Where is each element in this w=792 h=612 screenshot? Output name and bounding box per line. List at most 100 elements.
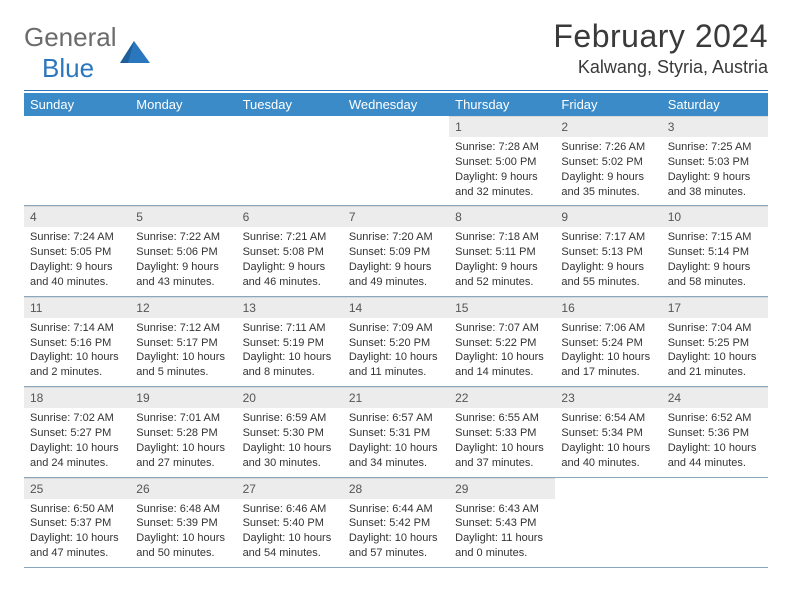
day-number: 5 bbox=[130, 206, 236, 227]
day-details: Sunrise: 7:11 AMSunset: 5:19 PMDaylight:… bbox=[237, 318, 343, 386]
day-number: 27 bbox=[237, 478, 343, 499]
day-details: Sunrise: 7:28 AMSunset: 5:00 PMDaylight:… bbox=[449, 137, 555, 205]
day-number: 24 bbox=[662, 387, 768, 408]
brand-blue: Blue bbox=[42, 53, 117, 84]
day-details: Sunrise: 6:52 AMSunset: 5:36 PMDaylight:… bbox=[662, 408, 768, 476]
day-details: Sunrise: 7:15 AMSunset: 5:14 PMDaylight:… bbox=[662, 227, 768, 295]
day-number: 20 bbox=[237, 387, 343, 408]
calendar-table: Sunday Monday Tuesday Wednesday Thursday… bbox=[24, 93, 768, 568]
calendar-cell: 16Sunrise: 7:06 AMSunset: 5:24 PMDayligh… bbox=[555, 296, 661, 386]
day-header: Sunday bbox=[24, 93, 130, 116]
day-number: 23 bbox=[555, 387, 661, 408]
day-details: Sunrise: 7:01 AMSunset: 5:28 PMDaylight:… bbox=[130, 408, 236, 476]
day-details: Sunrise: 7:12 AMSunset: 5:17 PMDaylight:… bbox=[130, 318, 236, 386]
calendar-row: 4Sunrise: 7:24 AMSunset: 5:05 PMDaylight… bbox=[24, 206, 768, 296]
day-number: 10 bbox=[662, 206, 768, 227]
day-details: Sunrise: 6:59 AMSunset: 5:30 PMDaylight:… bbox=[237, 408, 343, 476]
day-details: Sunrise: 6:44 AMSunset: 5:42 PMDaylight:… bbox=[343, 499, 449, 567]
calendar-cell: 23Sunrise: 6:54 AMSunset: 5:34 PMDayligh… bbox=[555, 387, 661, 477]
day-number: 18 bbox=[24, 387, 130, 408]
calendar-cell: .. bbox=[343, 116, 449, 206]
day-number: 17 bbox=[662, 297, 768, 318]
calendar-cell: 4Sunrise: 7:24 AMSunset: 5:05 PMDaylight… bbox=[24, 206, 130, 296]
calendar-cell: 1Sunrise: 7:28 AMSunset: 5:00 PMDaylight… bbox=[449, 116, 555, 206]
day-number: 15 bbox=[449, 297, 555, 318]
day-header: Monday bbox=[130, 93, 236, 116]
calendar-cell: 15Sunrise: 7:07 AMSunset: 5:22 PMDayligh… bbox=[449, 296, 555, 386]
day-number: 14 bbox=[343, 297, 449, 318]
day-number: 2 bbox=[555, 116, 661, 137]
day-details: Sunrise: 6:50 AMSunset: 5:37 PMDaylight:… bbox=[24, 499, 130, 567]
day-details: Sunrise: 7:24 AMSunset: 5:05 PMDaylight:… bbox=[24, 227, 130, 295]
day-number: 4 bbox=[24, 206, 130, 227]
calendar-cell: .. bbox=[130, 116, 236, 206]
day-number: 29 bbox=[449, 478, 555, 499]
day-number: 7 bbox=[343, 206, 449, 227]
day-header: Friday bbox=[555, 93, 661, 116]
day-number: 11 bbox=[24, 297, 130, 318]
day-details: Sunrise: 7:26 AMSunset: 5:02 PMDaylight:… bbox=[555, 137, 661, 205]
calendar-cell: 17Sunrise: 7:04 AMSunset: 5:25 PMDayligh… bbox=[662, 296, 768, 386]
day-number: 1 bbox=[449, 116, 555, 137]
calendar-cell: 3Sunrise: 7:25 AMSunset: 5:03 PMDaylight… bbox=[662, 116, 768, 206]
day-number: 21 bbox=[343, 387, 449, 408]
calendar-cell: 7Sunrise: 7:20 AMSunset: 5:09 PMDaylight… bbox=[343, 206, 449, 296]
calendar-row: 11Sunrise: 7:14 AMSunset: 5:16 PMDayligh… bbox=[24, 296, 768, 386]
day-number: 3 bbox=[662, 116, 768, 137]
day-number: 19 bbox=[130, 387, 236, 408]
calendar-cell: 27Sunrise: 6:46 AMSunset: 5:40 PMDayligh… bbox=[237, 477, 343, 567]
brand-general: General bbox=[24, 22, 117, 53]
calendar-cell: 18Sunrise: 7:02 AMSunset: 5:27 PMDayligh… bbox=[24, 387, 130, 477]
day-details: Sunrise: 7:04 AMSunset: 5:25 PMDaylight:… bbox=[662, 318, 768, 386]
calendar-cell: .. bbox=[555, 477, 661, 567]
day-details: Sunrise: 7:25 AMSunset: 5:03 PMDaylight:… bbox=[662, 137, 768, 205]
day-header: Saturday bbox=[662, 93, 768, 116]
calendar-cell: 2Sunrise: 7:26 AMSunset: 5:02 PMDaylight… bbox=[555, 116, 661, 206]
day-details: Sunrise: 6:46 AMSunset: 5:40 PMDaylight:… bbox=[237, 499, 343, 567]
calendar-cell: 26Sunrise: 6:48 AMSunset: 5:39 PMDayligh… bbox=[130, 477, 236, 567]
calendar-cell: 24Sunrise: 6:52 AMSunset: 5:36 PMDayligh… bbox=[662, 387, 768, 477]
day-details: Sunrise: 7:22 AMSunset: 5:06 PMDaylight:… bbox=[130, 227, 236, 295]
calendar-cell: 19Sunrise: 7:01 AMSunset: 5:28 PMDayligh… bbox=[130, 387, 236, 477]
day-number: 6 bbox=[237, 206, 343, 227]
calendar-row: 18Sunrise: 7:02 AMSunset: 5:27 PMDayligh… bbox=[24, 387, 768, 477]
calendar-cell: 22Sunrise: 6:55 AMSunset: 5:33 PMDayligh… bbox=[449, 387, 555, 477]
calendar-cell: 5Sunrise: 7:22 AMSunset: 5:06 PMDaylight… bbox=[130, 206, 236, 296]
calendar-cell: .. bbox=[237, 116, 343, 206]
day-details: Sunrise: 7:21 AMSunset: 5:08 PMDaylight:… bbox=[237, 227, 343, 295]
calendar-cell: 29Sunrise: 6:43 AMSunset: 5:43 PMDayligh… bbox=[449, 477, 555, 567]
day-details: Sunrise: 7:17 AMSunset: 5:13 PMDaylight:… bbox=[555, 227, 661, 295]
day-details: Sunrise: 7:14 AMSunset: 5:16 PMDaylight:… bbox=[24, 318, 130, 386]
calendar-cell: 21Sunrise: 6:57 AMSunset: 5:31 PMDayligh… bbox=[343, 387, 449, 477]
calendar-row: ........1Sunrise: 7:28 AMSunset: 5:00 PM… bbox=[24, 116, 768, 206]
calendar-cell: 8Sunrise: 7:18 AMSunset: 5:11 PMDaylight… bbox=[449, 206, 555, 296]
day-number: 22 bbox=[449, 387, 555, 408]
day-details: Sunrise: 7:06 AMSunset: 5:24 PMDaylight:… bbox=[555, 318, 661, 386]
calendar-row: 25Sunrise: 6:50 AMSunset: 5:37 PMDayligh… bbox=[24, 477, 768, 567]
calendar-cell: 20Sunrise: 6:59 AMSunset: 5:30 PMDayligh… bbox=[237, 387, 343, 477]
day-number: 26 bbox=[130, 478, 236, 499]
calendar-cell: 14Sunrise: 7:09 AMSunset: 5:20 PMDayligh… bbox=[343, 296, 449, 386]
day-details: Sunrise: 6:43 AMSunset: 5:43 PMDaylight:… bbox=[449, 499, 555, 567]
calendar-cell: 9Sunrise: 7:17 AMSunset: 5:13 PMDaylight… bbox=[555, 206, 661, 296]
day-number: 25 bbox=[24, 478, 130, 499]
day-number: 16 bbox=[555, 297, 661, 318]
day-number: 12 bbox=[130, 297, 236, 318]
day-number: 8 bbox=[449, 206, 555, 227]
day-number: 9 bbox=[555, 206, 661, 227]
day-details: Sunrise: 7:07 AMSunset: 5:22 PMDaylight:… bbox=[449, 318, 555, 386]
day-details: Sunrise: 6:48 AMSunset: 5:39 PMDaylight:… bbox=[130, 499, 236, 567]
brand-logo: General Blue bbox=[24, 22, 150, 84]
day-header: Thursday bbox=[449, 93, 555, 116]
header-rule bbox=[24, 90, 768, 91]
calendar-cell: .. bbox=[24, 116, 130, 206]
day-number: 13 bbox=[237, 297, 343, 318]
location-subtitle: Kalwang, Styria, Austria bbox=[553, 57, 768, 78]
calendar-cell: 12Sunrise: 7:12 AMSunset: 5:17 PMDayligh… bbox=[130, 296, 236, 386]
calendar-cell: 6Sunrise: 7:21 AMSunset: 5:08 PMDaylight… bbox=[237, 206, 343, 296]
brand-triangle-icon bbox=[120, 41, 150, 68]
calendar-cell: 11Sunrise: 7:14 AMSunset: 5:16 PMDayligh… bbox=[24, 296, 130, 386]
calendar-cell: 28Sunrise: 6:44 AMSunset: 5:42 PMDayligh… bbox=[343, 477, 449, 567]
calendar-cell: .. bbox=[662, 477, 768, 567]
day-header: Tuesday bbox=[237, 93, 343, 116]
